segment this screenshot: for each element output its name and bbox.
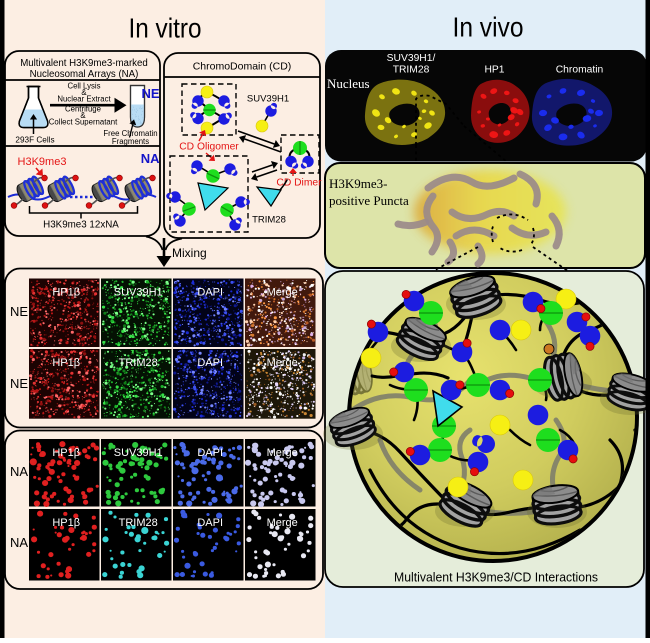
svg-text:Nuclear Extract: Nuclear Extract [57,95,111,104]
svg-text:In vitro: In vitro [129,13,202,44]
svg-text:NE: NE [141,86,159,101]
svg-text:HP1β: HP1β [52,517,80,529]
svg-text:Collect Supernatant: Collect Supernatant [49,117,118,126]
svg-text:HP1β: HP1β [52,287,80,299]
svg-text:HP1: HP1 [484,65,504,76]
svg-text:H3K9me3-: H3K9me3- [329,176,388,191]
svg-text:Merge: Merge [267,447,298,459]
svg-text:SUV39H1: SUV39H1 [114,287,163,299]
svg-text:Merge: Merge [267,357,298,369]
svg-text:H3K9me3: H3K9me3 [18,156,67,168]
svg-text:TRIM28: TRIM28 [252,215,286,226]
svg-text:Mixing: Mixing [172,246,207,260]
svg-text:DAPI: DAPI [197,447,223,459]
svg-text:ChromoDomain (CD): ChromoDomain (CD) [193,61,292,73]
svg-text:positive Puncta: positive Puncta [329,193,409,208]
svg-text:TRIM28: TRIM28 [119,357,158,369]
svg-text:In vivo: In vivo [453,12,524,43]
svg-text:HP1β: HP1β [52,447,80,459]
svg-text:Merge: Merge [267,287,298,299]
svg-text:Fragments: Fragments [112,137,149,146]
svg-text:DAPI: DAPI [197,287,223,299]
svg-text:SUV39H1: SUV39H1 [114,447,163,459]
svg-text:Nucleosomal Arrays (NA): Nucleosomal Arrays (NA) [30,69,139,80]
svg-text:H3K9me3 12xNA: H3K9me3 12xNA [43,220,119,231]
svg-text:293F Cells: 293F Cells [15,136,54,145]
svg-text:DAPI: DAPI [197,517,223,529]
svg-text:Nucleus: Nucleus [327,76,370,91]
svg-text:NE: NE [10,376,28,391]
svg-text:Multivalent H3K9me3-marked: Multivalent H3K9me3-marked [20,58,148,69]
svg-text:NA: NA [10,535,28,550]
svg-text:NA: NA [10,464,28,479]
svg-text:Merge: Merge [267,517,298,529]
svg-text:DAPI: DAPI [197,357,223,369]
svg-text:NA: NA [141,151,160,166]
svg-text:Chromatin: Chromatin [556,65,604,76]
svg-text:Multivalent H3K9me3/CD Interac: Multivalent H3K9me3/CD Interactions [394,570,598,585]
svg-text:NE: NE [10,304,28,319]
svg-text:CD Oligomer: CD Oligomer [179,142,239,153]
svg-text:SUV39H1: SUV39H1 [247,94,289,105]
svg-text:TRIM28: TRIM28 [393,65,430,76]
svg-text:HP1β: HP1β [52,357,80,369]
svg-text:TRIM28: TRIM28 [119,517,158,529]
svg-text:SUV39H1/: SUV39H1/ [387,53,436,64]
